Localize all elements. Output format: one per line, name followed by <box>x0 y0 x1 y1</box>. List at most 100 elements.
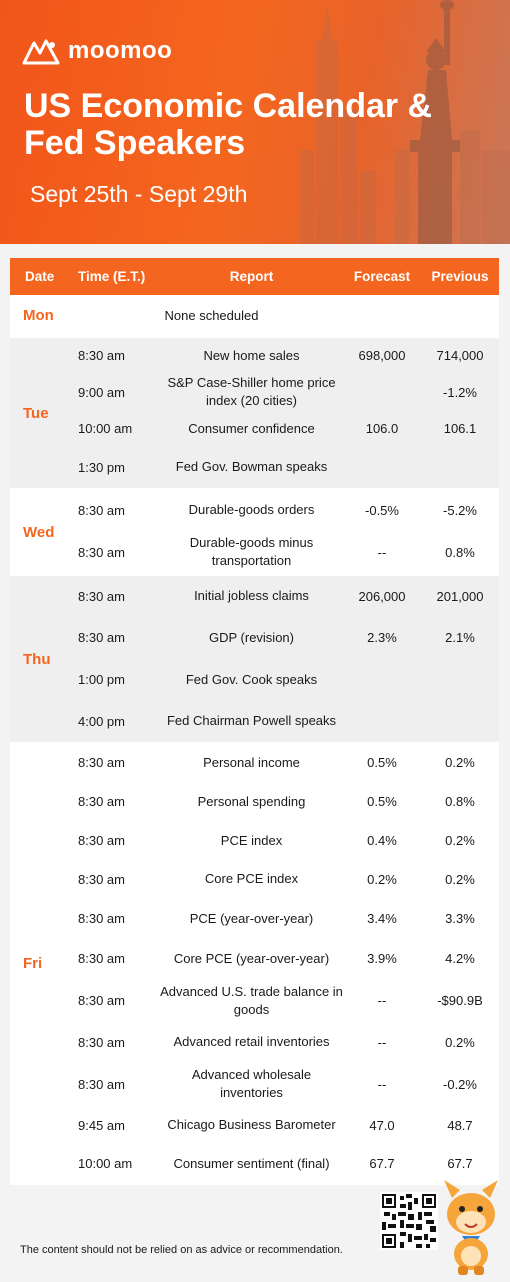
table-body: Mon None scheduled Tue 8:30 am New home sale… <box>10 295 499 1185</box>
event-forecast: -- <box>377 1076 387 1092</box>
event-previous: -$90.9B <box>437 993 483 1008</box>
event-time: 8:30 am <box>78 755 125 770</box>
event-previous: 48.7 <box>447 1117 473 1133</box>
table-row: 4:00 pm Fed Chairman Powell speaks <box>74 700 499 742</box>
moomoo-logo: moomoo <box>22 37 172 65</box>
table-row: 1:00 pm Fed Gov. Cook speaks <box>74 659 499 700</box>
event-forecast: 2.3% <box>367 630 397 645</box>
page-title: US Economic Calendar & Fed Speakers <box>24 87 433 162</box>
event-report: Advanced wholesale inventories <box>191 1067 312 1100</box>
event-previous: 0.2% <box>445 1034 475 1050</box>
event-report: Chicago Business Barometer <box>167 1117 336 1132</box>
event-forecast: 3.4% <box>367 911 397 926</box>
event-report: GDP (revision) <box>208 629 294 645</box>
event-forecast: 67.7 <box>369 1156 395 1171</box>
event-time: 1:00 pm <box>78 672 125 687</box>
event-forecast: -0.5% <box>365 502 399 518</box>
event-report: Fed Gov. Cook speaks <box>185 671 318 687</box>
event-time: 8:30 am <box>78 1076 125 1092</box>
event-time: 4:00 pm <box>78 713 125 729</box>
event-report: Personal spending <box>197 793 306 809</box>
event-time: 8:30 am <box>78 833 125 848</box>
event-time: 8:30 am <box>78 544 125 560</box>
event-time: 10:00 am <box>78 421 133 436</box>
event-report: Core PCE index <box>204 871 299 886</box>
column-header-previous: Previous <box>431 269 489 284</box>
table-row: 8:30 am Core PCE index 0.2% 0.2% <box>74 859 499 899</box>
event-previous: 3.3% <box>445 911 475 926</box>
day-group-thu: Thu 8:30 am Initial jobless claims 206,000 2… <box>10 576 499 744</box>
table-row: None scheduled <box>74 295 499 336</box>
event-report: PCE index <box>220 832 283 848</box>
event-previous: 0.8% <box>445 794 475 809</box>
event-forecast: 0.5% <box>367 755 397 770</box>
table-row: 8:30 am PCE index 0.4% 0.2% <box>74 822 499 859</box>
event-report: Durable-goods minus transportation <box>189 535 314 568</box>
table-row: 8:30 am Advanced U.S. trade balance in go… <box>74 979 499 1022</box>
qr-code-icon[interactable] <box>380 1192 438 1250</box>
moomoo-mascot-icon <box>444 1180 498 1275</box>
event-time: 8:30 am <box>78 348 125 363</box>
table-row: 8:30 am Core PCE (year-over-year) 3.9% 4.2% <box>74 938 499 979</box>
column-header-time: Time (E.T.) <box>78 269 146 284</box>
table-row: 8:30 am Personal spending 0.5% 0.8% <box>74 781 499 822</box>
event-time: 8:30 am <box>78 993 125 1008</box>
table-row: 8:30 am GDP (revision) 2.3% 2.1% <box>74 616 499 659</box>
event-time: 8:30 am <box>78 630 125 645</box>
table-row: 8:30 am Initial jobless claims 206,000 201,… <box>74 576 499 616</box>
brand-name: moomoo <box>68 37 173 64</box>
event-forecast: -- <box>377 1034 387 1050</box>
event-previous: -0.2% <box>443 1076 477 1092</box>
day-label: Tue <box>23 404 49 422</box>
table-row: 8:30 am PCE (year-over-year) 3.4% 3.3% <box>74 899 499 938</box>
event-forecast: 106.0 <box>365 421 399 436</box>
table-row: 8:30 am Durable-goods orders -0.5% -5.2% <box>74 490 499 530</box>
event-forecast: 3.9% <box>367 951 397 966</box>
event-time: 8:30 am <box>78 871 125 887</box>
day-label: Mon <box>23 307 54 324</box>
moomoo-logo-icon <box>22 39 60 65</box>
event-report: Advanced U.S. trade balance in goods <box>160 983 343 1017</box>
event-previous: 0.2% <box>445 755 475 770</box>
event-forecast: -- <box>377 544 387 560</box>
column-header-date: Date <box>25 269 55 284</box>
event-time: 8:30 am <box>78 588 125 604</box>
day-group-fri: Fri 8:30 am Personal income 0.5% 0.2% 8:30 am… <box>10 744 499 1185</box>
event-report: Consumer confidence <box>188 420 315 436</box>
event-time: 9:00 am <box>78 384 125 400</box>
table-row: 10:00 am Consumer confidence 106.0 106.1 <box>74 411 499 446</box>
event-forecast: 0.2% <box>367 871 397 887</box>
date-range: Sept 25th - Sept 29th <box>30 181 248 207</box>
event-forecast: 0.4% <box>367 833 397 848</box>
event-forecast: 0.5% <box>367 794 397 809</box>
day-label: Wed <box>23 523 55 541</box>
column-header-forecast: Forecast <box>353 269 411 284</box>
day-label: Thu <box>23 650 51 668</box>
event-previous: -5.2% <box>443 502 477 518</box>
table-row: 9:45 am Chicago Business Barometer 47.0 48.… <box>74 1106 499 1144</box>
event-forecast: 206,000 <box>358 588 406 604</box>
column-header-report: Report <box>229 269 274 284</box>
event-report: Fed Chairman Powell speaks <box>166 713 337 728</box>
none-scheduled-text: None scheduled <box>164 308 259 323</box>
table-row: 8:30 am Advanced retail inventories -- 0.2% <box>74 1022 499 1062</box>
event-previous: 67.7 <box>447 1156 473 1171</box>
table-header: Date Time (E.T.) Report Forecast Previou… <box>10 258 499 295</box>
day-group-wed: Wed 8:30 am Durable-goods orders -0.5% -5.2%… <box>10 490 499 576</box>
event-time: 8:30 am <box>78 794 125 809</box>
event-report: Advanced retail inventories <box>173 1034 330 1049</box>
event-report: New home sales <box>203 347 300 363</box>
event-previous: 2.1% <box>445 630 475 645</box>
nyc-skyline-image <box>300 0 510 244</box>
event-report: Initial jobless claims <box>194 588 309 603</box>
event-time: 1:30 pm <box>78 459 125 475</box>
event-previous: 0.2% <box>445 833 475 848</box>
event-forecast: 47.0 <box>369 1117 395 1133</box>
event-previous: 0.8% <box>445 544 475 560</box>
event-time: 8:30 am <box>78 951 125 966</box>
table-row: 1:30 pm Fed Gov. Bowman speaks <box>74 446 499 488</box>
event-report: S&P Case-Shiller home price index (20 ci… <box>167 375 336 408</box>
event-previous: -1.2% <box>443 384 477 400</box>
event-report: Durable-goods orders <box>188 502 315 517</box>
event-time: 8:30 am <box>78 1034 125 1050</box>
